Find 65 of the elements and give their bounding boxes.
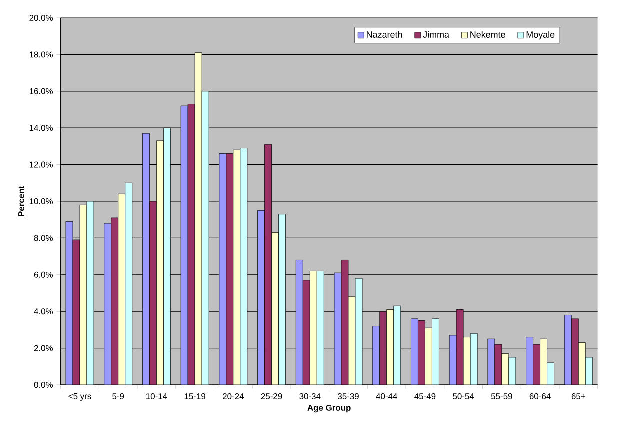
x-axis-title: Age Group	[308, 404, 351, 413]
y-tick-label: 14.0%	[30, 125, 54, 132]
bar	[150, 201, 157, 385]
bar	[432, 318, 440, 385]
bar	[386, 310, 394, 385]
bar	[118, 194, 126, 385]
y-tick-label: 0.0%	[34, 382, 54, 388]
bar	[463, 337, 471, 385]
bar	[571, 318, 579, 385]
y-tick-label: 18.0%	[30, 52, 54, 58]
bar	[372, 326, 380, 385]
x-tick-label: 55-59	[491, 394, 512, 400]
bar	[425, 328, 432, 385]
bar	[418, 320, 426, 385]
legend-label: Moyale	[526, 31, 555, 40]
y-tick-label: 4.0%	[34, 308, 54, 315]
x-tick-label: 50-54	[453, 394, 474, 400]
bar	[456, 310, 464, 385]
legend-label: Nekemte	[470, 31, 506, 38]
bar	[394, 306, 402, 385]
bar	[380, 311, 388, 385]
bar	[164, 128, 171, 385]
bar	[578, 342, 586, 385]
bar	[125, 182, 133, 385]
bar	[564, 315, 572, 385]
x-tick-label: 45-49	[414, 394, 436, 400]
bar	[142, 133, 150, 385]
x-tick-label: 40-44	[376, 394, 398, 400]
bar	[411, 318, 418, 385]
bar	[470, 333, 478, 385]
legend-label: Jimma	[423, 31, 450, 38]
bar	[264, 144, 272, 385]
bar	[526, 337, 534, 385]
bar	[540, 338, 548, 385]
bar	[111, 218, 119, 385]
bar	[302, 280, 310, 385]
x-tick-label: 5-9	[112, 394, 124, 400]
y-tick-label: 6.0%	[34, 272, 54, 278]
bar	[310, 271, 318, 385]
bar	[104, 223, 112, 385]
x-tick-label: 15-19	[184, 394, 206, 400]
x-tick-label: 35-39	[338, 394, 359, 400]
bar	[533, 344, 540, 385]
y-tick-label: 12.0%	[30, 162, 54, 168]
y-tick-label: 10.0%	[30, 198, 54, 204]
y-axis-title: Percent	[18, 186, 24, 216]
x-tick-label: 20-24	[223, 394, 244, 400]
x-tick-label: 10-14	[146, 394, 168, 400]
bar	[272, 232, 279, 385]
y-tick-label: 2.0%	[34, 345, 54, 352]
x-tick-label: 65+	[572, 394, 586, 400]
legend-label: Nazareth	[367, 31, 402, 38]
bar	[296, 260, 304, 385]
x-tick-label: 60-64	[530, 394, 551, 400]
bar	[258, 210, 265, 385]
y-tick-label: 16.0%	[30, 88, 54, 94]
bar	[449, 335, 457, 385]
bar	[316, 271, 324, 385]
x-tick-label: 30-34	[300, 394, 321, 400]
bar	[278, 214, 286, 385]
y-tick-label: 8.0%	[34, 235, 54, 242]
x-tick-label: <5 yrs	[68, 394, 92, 402]
y-tick-label: 20.0%	[30, 15, 54, 21]
bar	[156, 140, 164, 385]
x-tick-label: 25-29	[261, 394, 282, 400]
